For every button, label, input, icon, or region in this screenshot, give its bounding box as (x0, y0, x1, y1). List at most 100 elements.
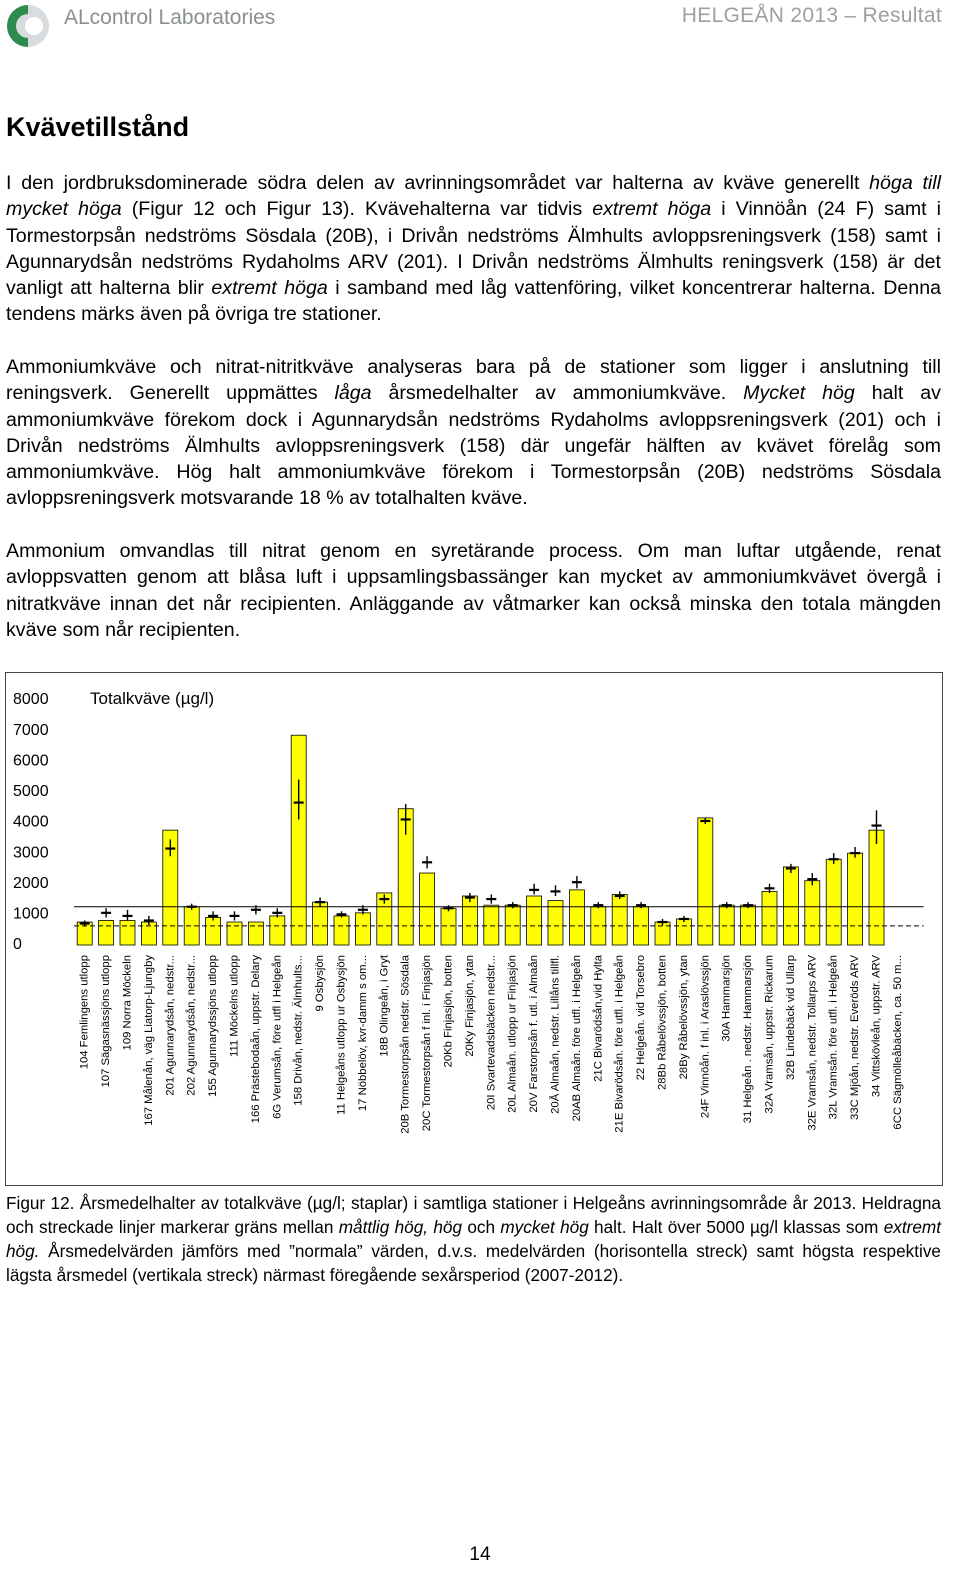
x-tick-label: 111 Möckelns utlopp (228, 955, 240, 1057)
text-run: halt av ammoniumkväve förekom dock i Agu… (6, 382, 941, 510)
bar (333, 915, 350, 946)
brand-name: ALcontrol Laboratories (64, 6, 276, 29)
x-tick-label: 158 Drivån, nedstr. Älmhults... (293, 955, 305, 1106)
x-tick-label: 20B Tormestorpsån nedstr. Sösdala (400, 954, 412, 1133)
x-tick-label: 24F Vinnöån. f inl. i Araslövssjön (699, 955, 711, 1118)
x-tick-label: 201 Agunnarydsån, nedstr... (164, 955, 176, 1096)
bar (269, 915, 286, 946)
x-tick-label: 28Bb Råbelövssjön, botten (656, 955, 668, 1090)
y-tick-label: 3000 (13, 844, 49, 861)
text-run: Ammonium omvandlas till nitrat genom en … (6, 540, 941, 641)
x-tick-label: 28By Råbelövssjön, ytan (678, 955, 690, 1079)
running-title: HELGEÅN 2013 – Resultat (681, 4, 942, 27)
bar (740, 904, 756, 946)
bar (119, 920, 136, 946)
x-tick-label: 20C Tormestorpsån f inl. i Finjasjön (421, 955, 433, 1131)
x-tick-label: 32A Vramsån, uppstr. Rickarum (763, 955, 775, 1113)
text-run: (Figur 12 och Figur 13). Kvävehalterna v… (121, 198, 593, 221)
y-tick-label: 0 (13, 936, 22, 953)
y-tick-label: 5000 (13, 783, 49, 800)
text-run: och (462, 1217, 501, 1237)
x-tick-label: 20AB Almaån. före utfl. i Helgeån (571, 955, 583, 1121)
bar (847, 852, 863, 946)
italic-text: extremt höga (211, 277, 328, 300)
x-tick-label: 167 Målenån, väg Liatorp-Ljungby (143, 955, 155, 1126)
x-tick-label: 6G Verumsån, före utfl i Helgeån (271, 955, 283, 1119)
bar (504, 904, 521, 946)
text-run: Årsmedelvärden jämförs med ”normala” vär… (6, 1241, 941, 1285)
bar (483, 904, 500, 946)
text-run: I den jordbruksdominerade södra delen av… (6, 172, 870, 194)
x-tick-label: 17 Nöbbelöv, kvr-damm s om... (357, 955, 369, 1111)
bar (825, 858, 842, 946)
bar (804, 880, 821, 946)
italic-text: låga (334, 382, 372, 405)
chart-title: Totalkväve (µg/l) (90, 689, 214, 708)
x-tick-label: 20Ky Finjasjön, ytan (464, 955, 476, 1057)
bar (247, 921, 264, 946)
bar (718, 904, 735, 946)
logo (7, 5, 49, 47)
bar (290, 734, 307, 946)
x-tick-label: 20V Farstorpsån f. utl. i Almaån (528, 955, 540, 1113)
bar (98, 920, 114, 946)
bar (419, 872, 436, 946)
bar (205, 917, 222, 946)
italic-text: extremt hög. (6, 1217, 941, 1261)
paragraph: I den jordbruksdominerade södra delen av… (6, 170, 941, 328)
x-tick-label: 22 Helgeån. vid Torsebro (635, 955, 647, 1080)
italic-text: mycket hög (500, 1217, 589, 1237)
x-tick-label: 32E Vramsån, nedstr. Tollarps ARV (806, 955, 818, 1131)
bar (761, 891, 778, 946)
x-tick-label: 166 Prästebodaån, uppstr. Delary (250, 955, 262, 1124)
x-tick-label: 104 Femlingens utlopp (79, 955, 91, 1069)
x-tick-label: 33C Mjöån, nedstr. Everöds ARV (849, 955, 861, 1120)
bar (162, 829, 179, 946)
x-tick-label: 202 Agunnarydsån, nedstr... (186, 955, 198, 1096)
bar (611, 894, 628, 946)
page-number: 14 (469, 1544, 491, 1565)
italic-text: Mycket hög (743, 382, 855, 405)
chart: Totalkväve (µg/l) 0 1000 2000 3000 4000 5000 6… (5, 672, 943, 1186)
bar (676, 918, 692, 946)
x-tick-label: 20Å Almaån, nedstr. Lillåns tillfl. (548, 955, 561, 1114)
x-tick-label: 30A Hammarsjön (721, 955, 733, 1042)
italic-text: måttlig hög, hög (338, 1217, 463, 1237)
x-tick-label: 11 Helgeåns utlopp ur Osbysjön (335, 955, 347, 1115)
bar (569, 889, 585, 946)
y-tick-label: 7000 (13, 722, 49, 739)
y-tick-label: 8000 (13, 691, 49, 708)
x-tick-label: 21C Bivarödsån,vid Hylta (592, 954, 604, 1082)
paragraph: Ammonium omvandlas till nitrat genom en … (6, 538, 941, 643)
x-tick-label: 32L Vramsån. före utfl. i Helgeån (828, 955, 840, 1119)
bar (376, 892, 393, 946)
y-tick-label: 2000 (13, 875, 49, 892)
x-tick-label: 34 Vittskövleån, uppstr. ARV (870, 955, 882, 1098)
text-run: Figur 12. Årsmedelhalter av totalkväve (… (6, 1193, 941, 1237)
bar (783, 866, 799, 946)
bar (312, 901, 329, 946)
x-tick-label: 31 Helgeån . nedstr. Hammarsjön (742, 955, 754, 1123)
italic-text: extremt höga (592, 198, 712, 221)
paragraph: Ammoniumkväve och nitrat-nitritkväve ana… (6, 354, 941, 512)
x-tick-label: 32B Lindebäck vid Ullarp (785, 955, 797, 1080)
y-tick-label: 1000 (13, 906, 49, 923)
italic-text: höga till mycket höga (6, 172, 941, 221)
x-tick-label: 20Kb Finjasjön, botten (442, 955, 454, 1067)
x-tick-label: 20L Almaån. utlopp ur Finjasjön (507, 955, 519, 1113)
text-run: årsmedelhalter av ammoniumkväve. (371, 382, 744, 405)
text-run: i Vinnöån (24 F) samt i Tormestorpsån ne… (6, 198, 942, 300)
bar (226, 921, 243, 946)
text-run: Ammoniumkväve och nitrat-nitritkväve ana… (6, 356, 941, 405)
bar (440, 907, 457, 946)
x-tick-label: 155 Agunnarydssjöns utlopp (207, 955, 219, 1097)
figure-caption: Figur 12. Årsmedelhalter av totalkväve (… (6, 1191, 941, 1287)
y-tick-label: 6000 (13, 752, 49, 769)
x-tick-label: 20I Svartevadsbäcken nedstr... (485, 955, 497, 1110)
bar (868, 829, 885, 946)
text-run: halt. Halt över 5000 µg/l klassas som (588, 1217, 884, 1237)
x-tick-label: 9 Osbysjön (314, 955, 326, 1012)
section-heading: Kvävetillstånd (6, 112, 190, 142)
y-tick-label: 4000 (13, 814, 49, 831)
